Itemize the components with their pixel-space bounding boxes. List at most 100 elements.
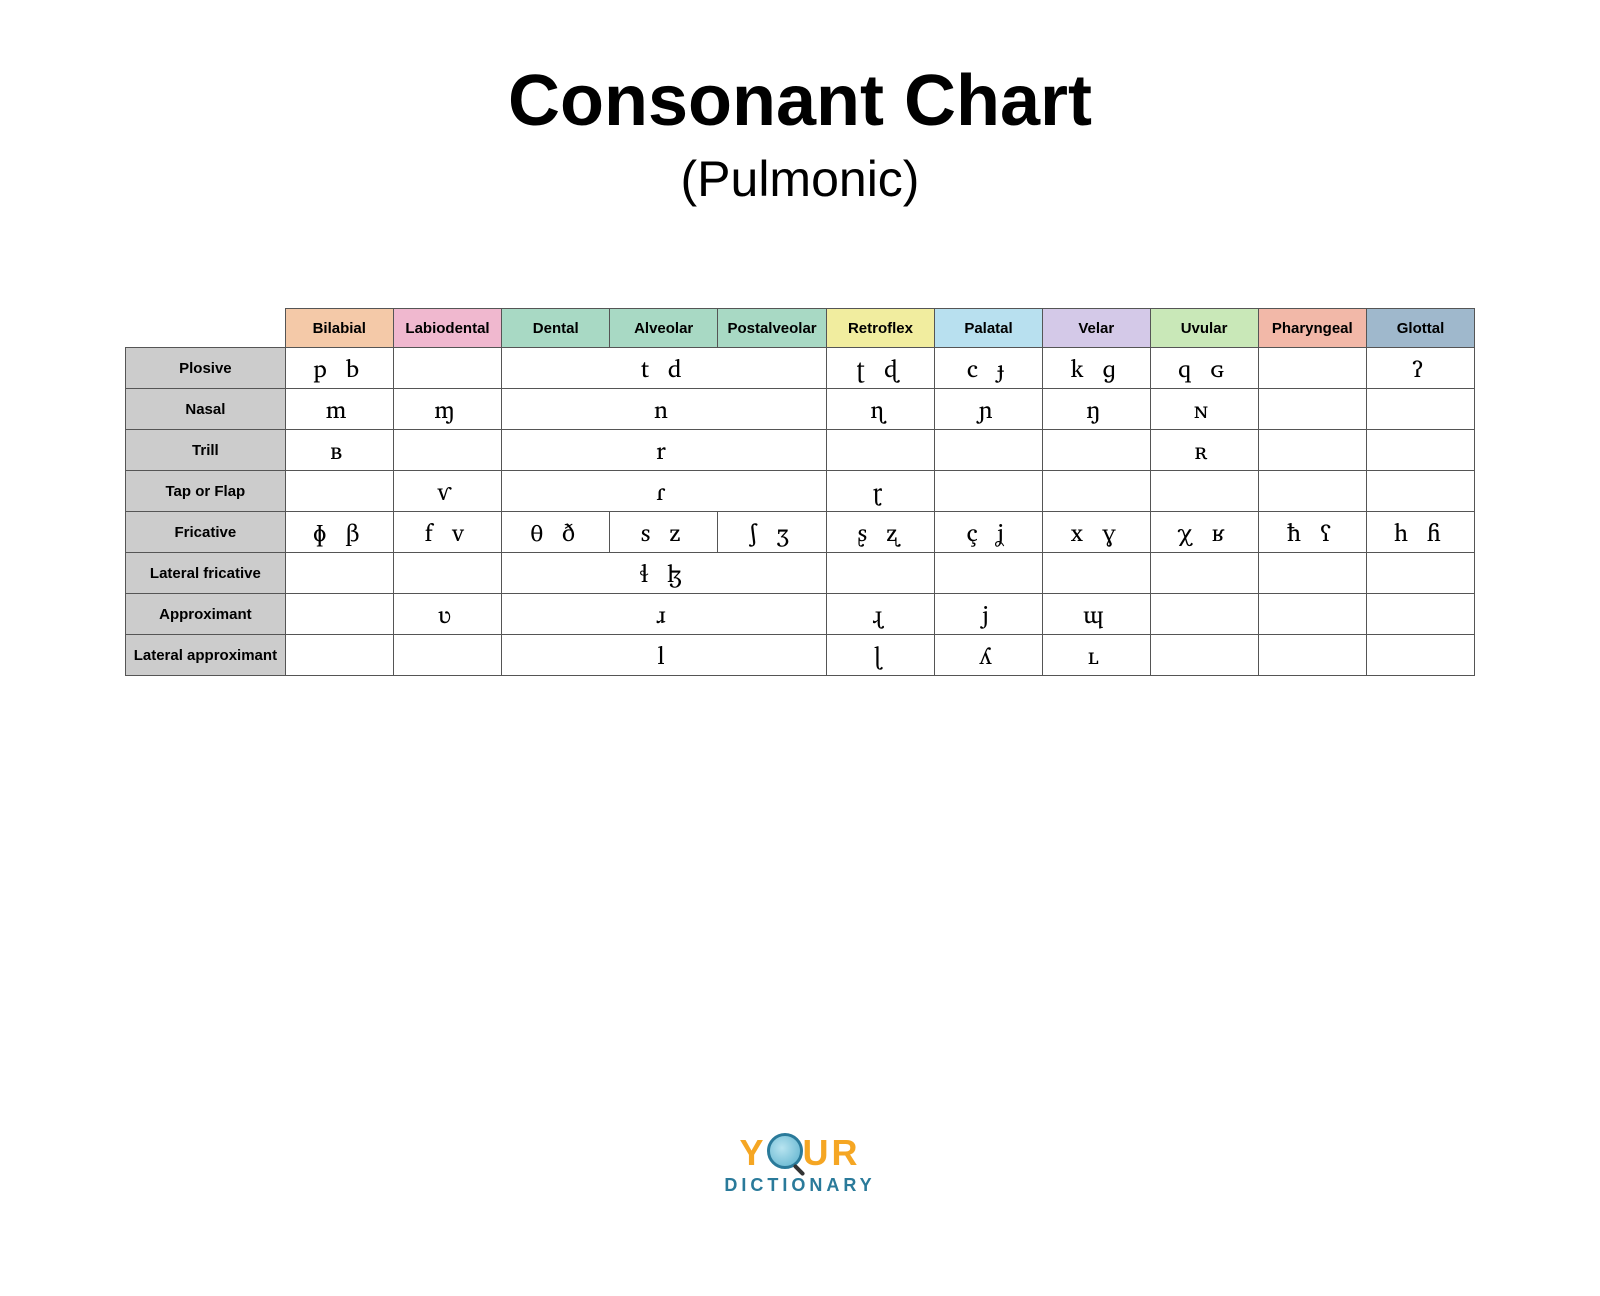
ipa-cell — [935, 430, 1043, 471]
ipa-cell: f v — [393, 512, 502, 553]
page-subtitle: (Pulmonic) — [0, 150, 1600, 208]
ipa-cell — [1258, 430, 1367, 471]
col-head-uvular: Uvular — [1150, 309, 1258, 348]
ipa-cell: ɲ — [935, 389, 1043, 430]
ipa-cell — [1258, 471, 1367, 512]
logo-letters-ur: UR — [803, 1132, 861, 1173]
ipa-cell: ʙ — [285, 430, 393, 471]
ipa-cell — [1150, 635, 1258, 676]
ipa-cell — [1150, 471, 1258, 512]
ipa-cell — [1367, 471, 1475, 512]
ipa-cell: t d — [502, 348, 827, 389]
ipa-cell: ɬ ɮ — [502, 553, 827, 594]
ipa-cell — [393, 430, 502, 471]
table-body: Plosivep bt dʈ ɖc ɟk ɡq ɢʔNasalmɱnɳɲŋɴTr… — [126, 348, 1475, 676]
ipa-cell — [285, 553, 393, 594]
ipa-cell: s z — [610, 512, 718, 553]
ipa-cell: ɴ — [1150, 389, 1258, 430]
ipa-cell — [285, 594, 393, 635]
ipa-cell — [1042, 553, 1150, 594]
ipa-cell: p b — [285, 348, 393, 389]
ipa-cell: ʂ ʐ — [826, 512, 934, 553]
ipa-cell: c ɟ — [935, 348, 1043, 389]
ipa-cell: m — [285, 389, 393, 430]
ipa-cell — [1150, 553, 1258, 594]
row-head: Approximant — [126, 594, 286, 635]
consonant-table: BilabialLabiodentalDentalAlveolarPostalv… — [125, 308, 1475, 676]
ipa-cell: ɱ — [393, 389, 502, 430]
table-row: Plosivep b t dʈ ɖc ɟk ɡq ɢ ʔ — [126, 348, 1475, 389]
col-head-retroflex: Retroflex — [826, 309, 934, 348]
table-row: Lateral approximant lɭʎʟ — [126, 635, 1475, 676]
ipa-cell — [1258, 635, 1367, 676]
ipa-cell: ɾ — [502, 471, 827, 512]
ipa-cell: ç ʝ — [935, 512, 1043, 553]
ipa-cell: k ɡ — [1042, 348, 1150, 389]
ipa-cell: n — [502, 389, 827, 430]
ipa-cell: x ɣ — [1042, 512, 1150, 553]
ipa-cell — [1042, 471, 1150, 512]
ipa-cell: ʃ ʒ — [718, 512, 827, 553]
ipa-cell: ʋ — [393, 594, 502, 635]
col-head-dental: Dental — [502, 309, 610, 348]
ipa-cell: ɹ — [502, 594, 827, 635]
magnifying-glass-icon — [767, 1133, 803, 1169]
table-row: Trillʙrʀ — [126, 430, 1475, 471]
ipa-cell: h ɦ — [1367, 512, 1475, 553]
ipa-cell: q ɢ — [1150, 348, 1258, 389]
ipa-cell — [1042, 430, 1150, 471]
logo-wrap: Y UR DICTIONARY — [0, 1133, 1600, 1196]
ipa-cell: ɽ — [826, 471, 934, 512]
ipa-cell: ɸ β — [285, 512, 393, 553]
col-head-labiodental: Labiodental — [393, 309, 502, 348]
ipa-cell — [285, 471, 393, 512]
table-row: Approximantʋɹɻjɰ — [126, 594, 1475, 635]
ipa-cell: ⱱ — [393, 471, 502, 512]
table-row: Fricativeɸ βf vθ ðs zʃ ʒʂ ʐç ʝx ɣχ ʁħ ʕh… — [126, 512, 1475, 553]
ipa-cell: l — [502, 635, 827, 676]
row-head: Fricative — [126, 512, 286, 553]
table-row: Tap or Flapⱱɾɽ — [126, 471, 1475, 512]
ipa-cell: ħ ʕ — [1258, 512, 1367, 553]
logo-bottom: DICTIONARY — [724, 1175, 875, 1196]
ipa-cell: θ ð — [502, 512, 610, 553]
ipa-cell: ɻ — [826, 594, 934, 635]
table-row: Lateral fricativeɬ ɮ — [126, 553, 1475, 594]
ipa-cell — [393, 553, 502, 594]
ipa-cell: ʔ — [1367, 348, 1475, 389]
corner-cell — [126, 309, 286, 348]
ipa-cell — [1258, 553, 1367, 594]
ipa-cell — [1367, 635, 1475, 676]
consonant-table-wrap: BilabialLabiodentalDentalAlveolarPostalv… — [125, 308, 1475, 676]
ipa-cell — [393, 635, 502, 676]
ipa-cell — [1150, 594, 1258, 635]
ipa-cell: j — [935, 594, 1043, 635]
col-head-pharyngeal: Pharyngeal — [1258, 309, 1367, 348]
ipa-cell: ʈ ɖ — [826, 348, 934, 389]
col-head-palatal: Palatal — [935, 309, 1043, 348]
ipa-cell: ŋ — [1042, 389, 1150, 430]
row-head: Trill — [126, 430, 286, 471]
row-head: Nasal — [126, 389, 286, 430]
page-title: Consonant Chart — [0, 60, 1600, 142]
ipa-cell: ʎ — [935, 635, 1043, 676]
row-head: Plosive — [126, 348, 286, 389]
col-head-alveolar: Alveolar — [610, 309, 718, 348]
col-head-postalveolar: Postalveolar — [718, 309, 827, 348]
ipa-cell: ɳ — [826, 389, 934, 430]
col-head-velar: Velar — [1042, 309, 1150, 348]
logo-top: Y UR — [724, 1133, 875, 1171]
ipa-cell — [285, 635, 393, 676]
ipa-cell — [1367, 389, 1475, 430]
ipa-cell — [826, 430, 934, 471]
col-head-bilabial: Bilabial — [285, 309, 393, 348]
ipa-cell: ʟ — [1042, 635, 1150, 676]
row-head: Lateral approximant — [126, 635, 286, 676]
ipa-cell — [1367, 553, 1475, 594]
ipa-cell — [935, 553, 1043, 594]
ipa-cell — [393, 348, 502, 389]
table-row: Nasalmɱnɳɲŋɴ — [126, 389, 1475, 430]
ipa-cell — [1258, 348, 1367, 389]
ipa-cell: ɭ — [826, 635, 934, 676]
logo-letter-y: Y — [739, 1132, 766, 1173]
